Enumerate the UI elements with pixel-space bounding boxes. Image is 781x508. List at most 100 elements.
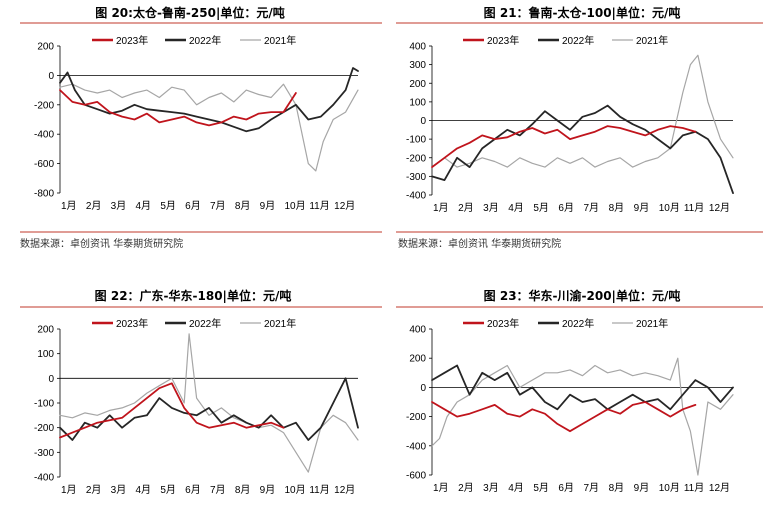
chart-title: 图 22：广东-华东-180|单位：元/吨: [95, 288, 292, 303]
series-2023-line: [59, 382, 285, 439]
series-2022-line: [59, 377, 359, 441]
y-tick-label: 0: [48, 71, 54, 82]
x-tick-label: 6月: [185, 200, 201, 212]
legend: 2023年 2022年 2021年: [463, 34, 668, 47]
x-tick-label: 2月: [458, 482, 474, 494]
y-tick-label: 200: [37, 325, 54, 336]
x-tick-label: 7月: [584, 202, 600, 214]
x-tick-label: 8月: [235, 484, 251, 496]
x-tick-label: 6月: [185, 484, 201, 496]
y-tick-label: -600: [406, 471, 426, 482]
y-tick-label: 200: [409, 354, 426, 365]
x-tick-label: 11月: [309, 484, 329, 496]
x-tick-label: 4月: [136, 200, 152, 212]
source-note: 数据来源：卓创资讯 华泰期货研究院: [20, 237, 183, 250]
x-tick-label: 10月: [285, 484, 306, 496]
legend-label-2021: 2021年: [264, 317, 296, 330]
y-tick-label: -800: [34, 189, 54, 200]
chart-panel-23: 图 23：华东-川渝-200|单位：元/吨 2023年 2022年 2021年 …: [396, 288, 763, 494]
series-2023-line: [59, 89, 297, 127]
x-tick-label: 2月: [86, 200, 102, 212]
legend-label-2022: 2022年: [189, 34, 221, 47]
chart-title: 图 23：华东-川渝-200|单位：元/吨: [484, 288, 681, 303]
y-tick-label: -400: [406, 441, 426, 452]
legend-label-2021: 2021年: [264, 34, 296, 47]
x-tick-label: 3月: [111, 200, 127, 212]
x-tick-label: 12月: [709, 482, 730, 494]
x-tick-label: 2月: [86, 484, 102, 496]
y-tick-label: -100: [34, 399, 54, 410]
plot-area: 400 300 200 100 0 -100 -200 -300 -400 1月 2月 3月 4月 5月 6…: [406, 42, 734, 214]
legend-label-2022: 2022年: [189, 317, 221, 330]
y-tick-label: 200: [409, 79, 426, 90]
x-tick-label: 5月: [533, 482, 549, 494]
legend-label-2023: 2023年: [487, 34, 519, 47]
x-tick-label: 9月: [260, 484, 276, 496]
y-tick-label: 400: [409, 325, 426, 336]
chart-panel-21: 图 21：鲁南-太仓-100|单位：元/吨 2023年 2022年 2021年 …: [396, 5, 763, 250]
y-tick-label: -200: [406, 412, 426, 423]
x-tick-label: 4月: [508, 482, 524, 494]
y-tick-label: 100: [37, 349, 54, 360]
y-tick-label: 100: [409, 97, 426, 108]
series-2022-line: [59, 67, 359, 133]
legend-label-2022: 2022年: [562, 34, 594, 47]
series-2022-line: [431, 364, 734, 411]
y-tick-label: -100: [406, 135, 426, 146]
y-tick-label: -300: [34, 448, 54, 459]
series-2021-line: [431, 54, 734, 168]
x-tick-label: 11月: [684, 202, 704, 214]
x-tick-label: 5月: [533, 202, 549, 214]
x-tick-label: 6月: [558, 202, 574, 214]
y-tick-label: 0: [420, 383, 426, 394]
y-tick-label: 0: [48, 374, 54, 385]
plot-area: 400 200 0 -200 -400 -600 1月 2月 3月 4月 5月 6月 7月 8月 9月 10月…: [406, 325, 734, 494]
y-tick-label: -400: [406, 191, 426, 202]
legend-label-2023: 2023年: [487, 317, 519, 330]
y-tick-label: -200: [34, 423, 54, 434]
x-tick-label: 12月: [334, 200, 355, 212]
x-tick-label: 11月: [684, 482, 704, 494]
x-tick-label: 10月: [659, 482, 680, 494]
series-2021-line: [431, 357, 734, 476]
x-tick-label: 6月: [558, 482, 574, 494]
x-tick-label: 1月: [61, 484, 77, 496]
legend: 2023年 2022年 2021年: [463, 317, 668, 330]
x-tick-label: 5月: [160, 200, 176, 212]
source-note: 数据来源：卓创资讯 华泰期货研究院: [398, 237, 561, 250]
y-tick-label: 300: [409, 60, 426, 71]
x-tick-label: 3月: [111, 484, 127, 496]
legend-label-2023: 2023年: [116, 34, 148, 47]
x-tick-label: 10月: [659, 202, 680, 214]
x-tick-label: 10月: [285, 200, 306, 212]
x-tick-label: 7月: [210, 200, 226, 212]
x-tick-label: 8月: [609, 482, 625, 494]
y-tick-label: -400: [34, 130, 54, 141]
plot-area: 200 0 -200 -400 -600 -800 1月 2月 3月 4月 5月 6月 7月 8月 9月 10…: [34, 42, 359, 212]
y-tick-label: -600: [34, 159, 54, 170]
y-tick-label: -300: [406, 172, 426, 183]
series-2021-line: [59, 333, 359, 473]
x-tick-label: 9月: [260, 200, 276, 212]
legend-label-2022: 2022年: [562, 317, 594, 330]
x-tick-label: 4月: [136, 484, 152, 496]
x-tick-label: 3月: [483, 482, 499, 494]
legend-label-2021: 2021年: [636, 317, 668, 330]
x-tick-label: 7月: [210, 484, 226, 496]
x-tick-label: 5月: [160, 484, 176, 496]
y-tick-label: -200: [406, 153, 426, 164]
x-tick-label: 9月: [634, 202, 650, 214]
x-tick-label: 8月: [609, 202, 625, 214]
x-tick-label: 12月: [709, 202, 730, 214]
plot-area: 200 100 0 -100 -200 -300 -400 1月 2月 3月 4月 5月 6月 7月 8月 9…: [34, 325, 359, 496]
chart-title: 图 21：鲁南-太仓-100|单位：元/吨: [484, 5, 681, 20]
x-tick-label: 4月: [508, 202, 524, 214]
x-tick-label: 1月: [61, 200, 77, 212]
legend-label-2023: 2023年: [116, 317, 148, 330]
legend-label-2021: 2021年: [636, 34, 668, 47]
series-2023-line: [431, 401, 697, 433]
y-tick-label: -200: [34, 100, 54, 111]
x-tick-label: 1月: [433, 202, 449, 214]
x-tick-label: 2月: [458, 202, 474, 214]
